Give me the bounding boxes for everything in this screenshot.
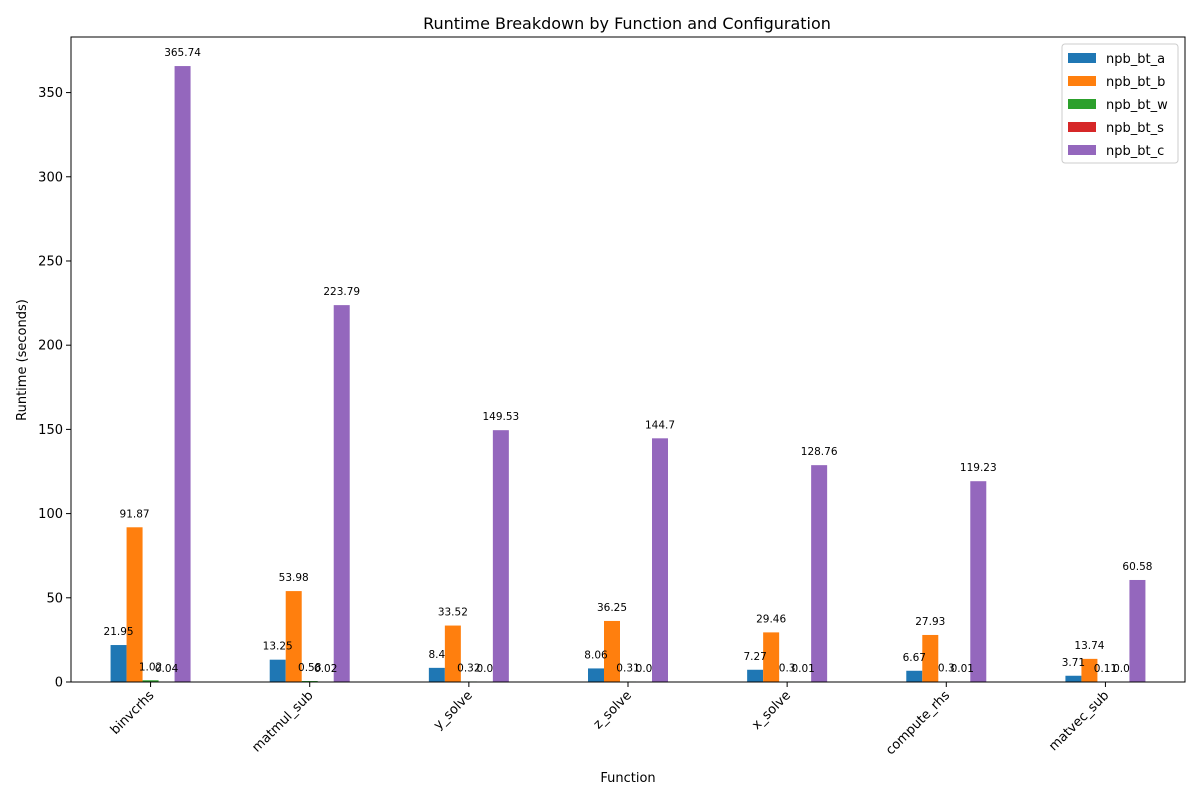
data-label: 0.01 xyxy=(951,663,974,675)
data-label: 0.0 xyxy=(477,663,494,675)
data-label: 223.79 xyxy=(323,286,360,298)
bars-group xyxy=(110,66,1146,683)
x-axis: binvcrhs matmul_sub y_solve z_solve x_solve c… xyxy=(108,682,1112,758)
data-label: 13.74 xyxy=(1074,640,1104,652)
legend-box xyxy=(1061,43,1179,164)
bar-npb_bt_b-binvcrhs xyxy=(126,527,143,682)
x-tick-label: matvec_sub xyxy=(1046,688,1112,754)
x-tick-label: compute_rhs xyxy=(883,688,953,758)
bar-npb_bt_b-matmul_sub xyxy=(285,591,302,682)
legend-label-npb_bt_a: npb_bt_a xyxy=(1106,52,1165,67)
y-tick-label: 300 xyxy=(38,170,63,185)
legend-label-npb_bt_s: npb_bt_s xyxy=(1106,121,1164,136)
bar-npb_bt_a-compute_rhs xyxy=(906,670,923,682)
data-label: 0.02 xyxy=(314,663,337,675)
legend: npb_bt_a npb_bt_b npb_bt_w npb_bt_s npb_bt_c xyxy=(1061,43,1179,164)
data-label: 21.95 xyxy=(104,626,134,638)
data-label: 29.46 xyxy=(756,613,786,625)
data-label: 1.02 xyxy=(139,661,162,673)
data-labels-group: 21.9591.871.020.04365.7413.2553.980.580.… xyxy=(104,47,1153,675)
legend-swatch-npb_bt_a xyxy=(1068,53,1096,63)
data-label: 0.04 xyxy=(155,663,179,675)
legend-swatch-npb_bt_c xyxy=(1068,145,1096,155)
bar-npb_bt_b-matvec_sub xyxy=(1081,658,1098,682)
bar-npb_bt_a-binvcrhs xyxy=(110,645,127,682)
y-axis: 0 50 100 150 200 250 300 350 xyxy=(38,86,71,691)
data-label: 60.58 xyxy=(1122,561,1152,573)
bar-npb_bt_a-x_solve xyxy=(747,669,764,682)
data-label: 0.0 xyxy=(636,663,653,675)
bar-npb_bt_b-z_solve xyxy=(604,620,620,682)
x-axis-label: Function xyxy=(600,771,655,786)
bar-npb_bt_b-y_solve xyxy=(444,625,461,682)
data-label: 0.31 xyxy=(616,662,639,674)
data-label: 8.06 xyxy=(584,649,608,661)
legend-label-npb_bt_b: npb_bt_b xyxy=(1106,75,1165,90)
data-label: 6.67 xyxy=(903,652,926,664)
data-label: 149.53 xyxy=(482,411,519,423)
legend-label-npb_bt_w: npb_bt_w xyxy=(1106,98,1168,113)
x-tick-label: y_solve xyxy=(431,688,476,733)
y-axis-label: Runtime (seconds) xyxy=(15,299,30,421)
data-label: 8.4 xyxy=(429,649,446,661)
y-tick-label: 100 xyxy=(38,507,63,522)
y-tick-label: 350 xyxy=(38,86,63,101)
data-label: 0.58 xyxy=(298,662,321,674)
data-label: 0.3 xyxy=(938,662,955,674)
data-label: 7.27 xyxy=(743,651,766,663)
bar-npb_bt_a-matmul_sub xyxy=(269,659,286,682)
x-tick-label: matmul_sub xyxy=(249,688,316,755)
data-label: 119.23 xyxy=(960,462,997,474)
legend-swatch-npb_bt_b xyxy=(1068,76,1096,86)
bar-npb_bt_c-compute_rhs xyxy=(970,481,987,682)
bar-npb_bt_a-z_solve xyxy=(588,668,604,682)
legend-swatch-npb_bt_s xyxy=(1068,122,1096,132)
y-tick-label: 0 xyxy=(55,676,63,691)
bar-npb_bt_w-binvcrhs xyxy=(142,680,159,682)
data-label: 365.74 xyxy=(164,47,201,59)
legend-swatch-npb_bt_w xyxy=(1068,99,1096,109)
data-label: 36.25 xyxy=(597,602,627,614)
x-tick-label: binvcrhs xyxy=(108,688,158,738)
data-label: 144.7 xyxy=(645,419,675,431)
y-tick-label: 200 xyxy=(38,339,63,354)
data-label: 0.0 xyxy=(1113,663,1130,675)
data-label: 0.32 xyxy=(457,662,480,674)
data-label: 27.93 xyxy=(915,616,945,628)
y-tick-label: 150 xyxy=(38,423,63,438)
data-label: 0.11 xyxy=(1094,663,1117,675)
bar-npb_bt_c-matvec_sub xyxy=(1129,579,1146,682)
data-label: 53.98 xyxy=(279,572,309,584)
data-label: 91.87 xyxy=(120,508,150,520)
data-label: 0.3 xyxy=(779,662,796,674)
bar-npb_bt_c-z_solve xyxy=(652,438,668,682)
y-tick-label: 250 xyxy=(38,254,63,269)
bar-npb_bt_c-matmul_sub xyxy=(333,305,350,682)
bar-npb_bt_a-y_solve xyxy=(428,667,445,682)
plot-frame xyxy=(70,36,1186,683)
data-label: 3.71 xyxy=(1062,657,1085,669)
bar-npb_bt_a-matvec_sub xyxy=(1065,675,1082,682)
bar-npb_bt_b-compute_rhs xyxy=(922,634,939,682)
x-tick-label: z_solve xyxy=(591,688,635,732)
bar-npb_bt_c-x_solve xyxy=(811,465,828,682)
data-label: 128.76 xyxy=(801,446,838,458)
y-tick-label: 50 xyxy=(46,591,63,606)
bar-npb_bt_c-y_solve xyxy=(492,430,509,682)
legend-label-npb_bt_c: npb_bt_c xyxy=(1106,144,1164,159)
bar-npb_bt_c-binvcrhs xyxy=(174,66,191,683)
chart-title: Runtime Breakdown by Function and Config… xyxy=(423,14,831,33)
data-label: 13.25 xyxy=(263,641,293,653)
bar-npb_bt_b-x_solve xyxy=(763,632,780,682)
data-label: 33.52 xyxy=(438,607,468,619)
data-label: 0.01 xyxy=(791,663,814,675)
x-tick-label: x_solve xyxy=(749,688,794,733)
